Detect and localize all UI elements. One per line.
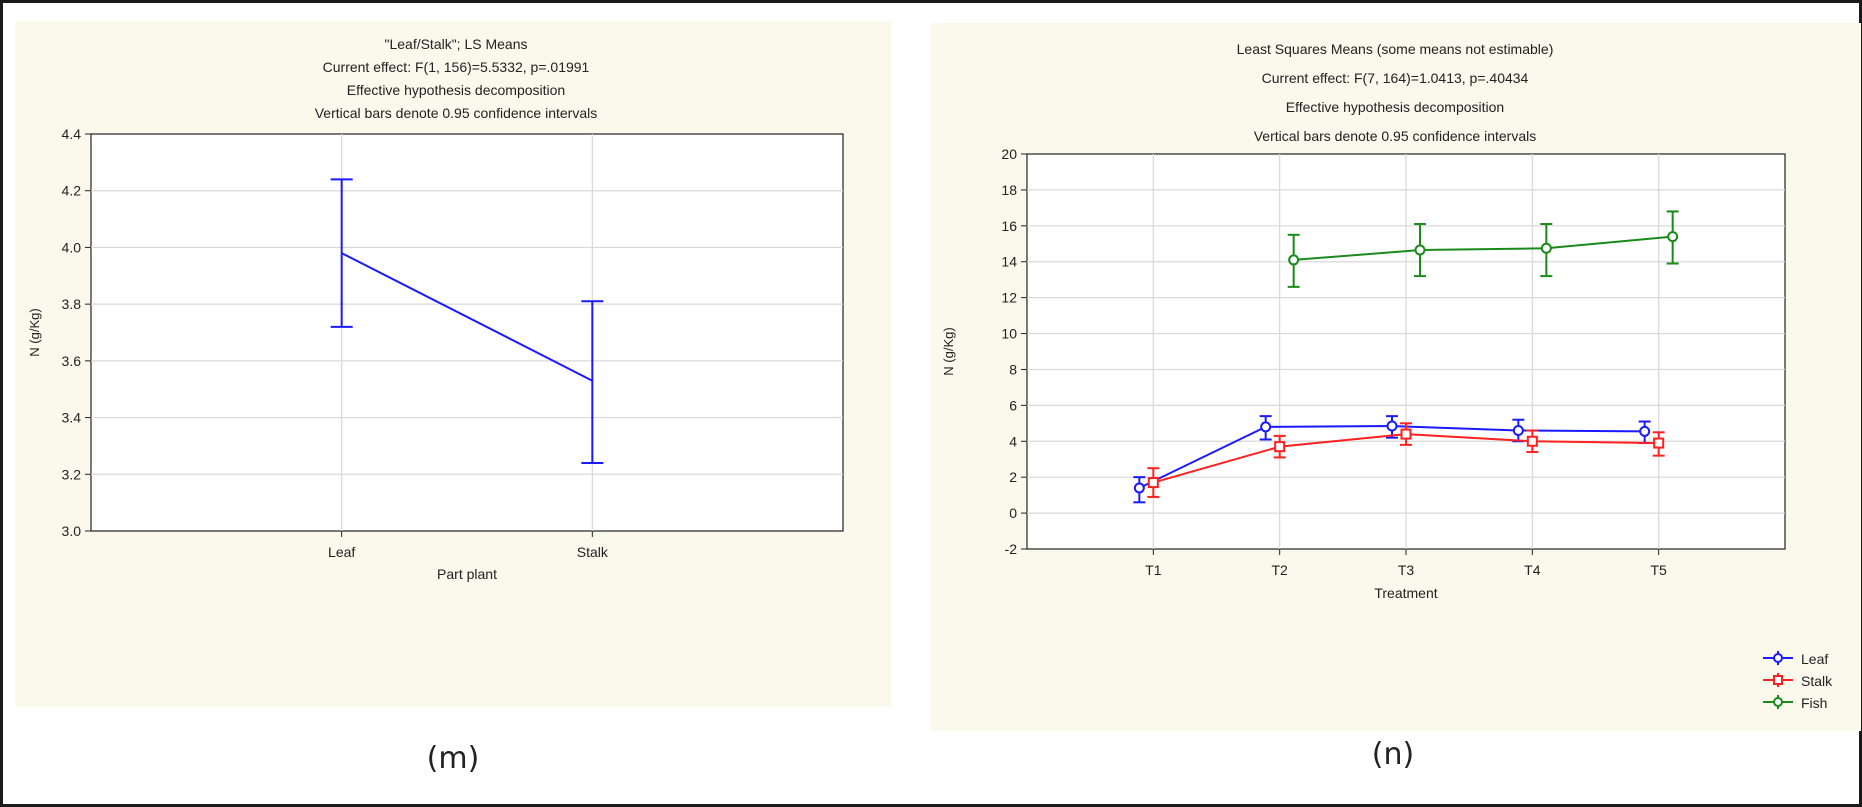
y-tick-label: 18 [1001,182,1017,198]
data-point [1667,231,1679,243]
y-tick-label: 3.0 [62,523,82,539]
y-tick-label: 3.6 [62,353,82,369]
x-tick-label: Leaf [328,544,355,560]
data-point [1260,421,1272,433]
x-axis-label: Treatment [1374,585,1437,601]
chart-title-line: Effective hypothesis decomposition [1286,99,1504,115]
y-tick-label: 4 [1009,433,1017,449]
y-tick-label: 20 [1001,146,1017,162]
y-tick-label: 3.2 [62,466,82,482]
chart-panel-n: -2 0 2 4 6 8 10 12 14 16 18 20 T1 T2 T3 T4 T5 Least Squar… [931,23,1861,731]
series-line [1293,235,1673,261]
y-tick-label: 8 [1009,361,1017,377]
legend-marker [1773,653,1783,663]
y-tick-label: 10 [1001,326,1017,342]
data-point [1526,435,1538,447]
data-point [1386,420,1398,432]
x-axis-label: Part plant [437,566,497,582]
y-tick-label: 4.0 [62,239,82,255]
y-axis-label: N (g/Kg) [941,327,956,375]
y-tick-label: 2 [1009,469,1017,485]
x-tick-label: Stalk [577,544,609,560]
legend-label: Leaf [1801,651,1828,667]
data-point [1147,477,1159,489]
y-tick-label: 3.4 [62,410,82,426]
y-tick-label: 4.2 [62,183,82,199]
chart-title-line: "Leaf/Stalk"; LS Means [384,36,527,52]
y-tick-label: 0 [1009,505,1017,521]
data-point [1653,437,1665,449]
data-point [1540,242,1552,254]
y-tick-label: 6 [1009,397,1017,413]
chart-title-line: Current effect: F(7, 164)=1.0413, p=.404… [1262,70,1529,86]
legend-label: Fish [1801,695,1827,711]
caption-m: (m) [426,741,480,776]
chart-panel-m: 3.0 3.2 3.4 3.6 3.8 4.0 4.2 4.4 Leaf Stalk "Leaf/S… [15,21,891,707]
y-tick-label: 3.8 [62,296,82,312]
data-point [1133,482,1145,494]
chart-n: -2 0 2 4 6 8 10 12 14 16 18 20 T1 T2 T3 T4 T5 Least Squar… [941,41,1833,711]
chart-title-line: Effective hypothesis decomposition [347,82,565,98]
y-tick-label: 12 [1001,290,1017,306]
legend-marker [1773,675,1783,685]
data-point [1512,425,1524,436]
y-tick-label: 14 [1001,254,1017,270]
chart-title-line: Vertical bars denote 0.95 confidence int… [315,105,598,121]
caption-n: (n) [1371,737,1415,772]
x-tick-label: T4 [1524,562,1541,578]
chart-m: 3.0 3.2 3.4 3.6 3.8 4.0 4.2 4.4 Leaf Stalk "Leaf/S… [27,36,844,582]
data-point [1288,254,1300,266]
chart-title-line: Current effect: F(1, 156)=5.5332, p=.019… [323,59,590,75]
chart-title-line: Least Squares Means (some means not esti… [1237,41,1554,57]
x-tick-label: T2 [1271,562,1288,578]
x-tick-label: T5 [1650,562,1667,578]
plot-area [90,133,844,532]
chart-title-line: Vertical bars denote 0.95 confidence int… [1254,128,1537,144]
series-line [341,252,593,382]
data-point [1274,441,1286,453]
data-point [1400,428,1412,440]
data-point [1639,425,1651,437]
legend-marker [1773,697,1783,707]
y-axis-label: N (g/Kg) [27,308,42,356]
x-tick-label: T3 [1398,562,1415,578]
legend-label: Stalk [1801,673,1833,689]
y-tick-label: 4.4 [62,126,82,142]
data-point [1414,244,1426,256]
y-tick-label: -2 [1005,541,1018,557]
y-tick-label: 16 [1001,218,1017,234]
x-tick-label: T1 [1145,562,1162,578]
